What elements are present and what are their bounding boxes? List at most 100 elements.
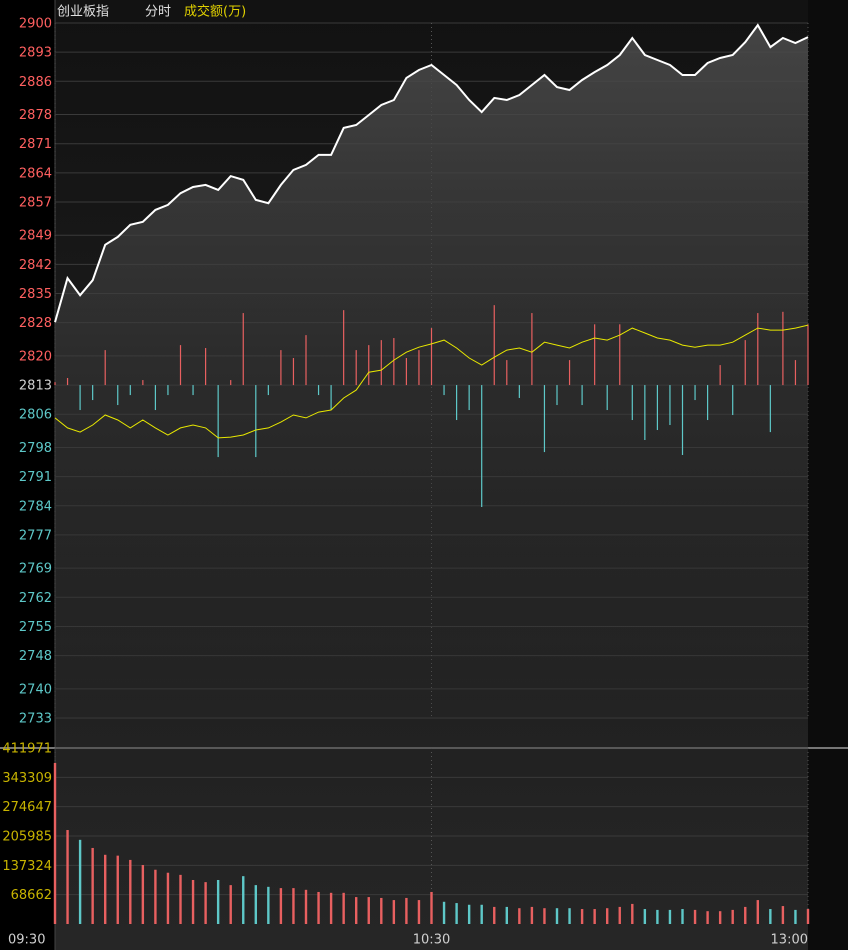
breadth-bar [744,340,746,386]
breadth-bar [380,340,382,386]
view-mode: 分时 [145,5,171,20]
volume-bar [643,909,647,924]
y-tick-label: 2900 [19,17,52,32]
y-tick-label: 274647 [2,800,52,815]
x-tick-label: 09:30 [8,933,45,948]
volume-bar [204,882,207,924]
breadth-bar [732,385,734,416]
y-tick-label: 68662 [11,888,52,903]
volume-bar [518,908,521,924]
breadth-bar [606,385,608,411]
breadth-bar [757,313,759,386]
volume-bar [329,892,333,924]
volume-bar [355,897,358,924]
volume-bar [580,909,584,924]
y-tick-label: 2857 [19,195,52,210]
y-tick-label: 2740 [19,682,52,697]
breadth-bar [142,380,144,386]
volume-bar [104,854,107,924]
volume-bar [78,839,82,924]
volume-bar [380,897,383,924]
volume-bar [505,906,508,924]
breadth-bar [481,385,483,508]
volume-bar [154,869,157,924]
volume-bar [744,906,747,924]
breadth-bar [581,385,583,406]
volume-bar [794,909,797,924]
y-tick-label: 2755 [19,620,52,635]
y-tick-label: 2886 [19,75,52,90]
breadth-bar [769,385,771,433]
breadth-bar [230,380,232,386]
volume-bar [756,900,759,924]
breadth-bar [129,385,131,396]
breadth-bar [707,385,709,421]
breadth-bar [568,360,571,386]
breadth-bar [694,385,696,401]
volume-bar [392,900,396,924]
volume-bar [706,911,709,924]
breadth-bar [343,310,345,386]
volume-bar [493,906,496,924]
volume-bar [91,847,94,924]
volume-bar [568,908,571,924]
volume-bar [543,908,546,924]
breadth-bar [167,385,169,396]
breadth-bar [631,385,633,421]
breadth-bar [242,313,244,386]
volume-bar [455,903,458,924]
breadth-bar [543,385,546,453]
volume-bar [781,906,785,924]
volume-bar [367,897,370,924]
breadth-bar [393,338,395,386]
volume-bar [66,830,69,924]
breadth-bar [619,324,621,386]
breadth-bar [506,360,508,386]
volume-bar [317,891,320,924]
y-tick-label: 2835 [19,287,52,302]
y-tick-label: 2733 [19,712,52,727]
breadth-bar [456,385,458,421]
breadth-bar [418,350,420,386]
volume-bar [304,889,308,924]
y-tick-label: 2769 [19,562,52,577]
volume-bar [191,879,195,924]
volume-bar [179,874,182,924]
y-tick-label: 2798 [19,441,52,456]
breadth-bar [794,360,797,386]
right-strip [808,0,848,950]
breadth-bar [217,385,219,458]
volume-bar [606,908,609,924]
volume-bar [693,909,697,924]
y-tick-label: 2828 [19,316,52,331]
breadth-bar [66,377,69,386]
breadth-bar [531,313,533,386]
y-tick-label: 2893 [19,46,52,61]
breadth-bar [192,385,194,396]
volume-bar [656,909,659,924]
y-tick-label: 2864 [19,166,52,181]
y-tick-label: 2849 [19,229,52,244]
y-tick-label: 2813 [19,379,52,394]
breadth-bar [669,385,671,426]
volume-bar [216,879,220,924]
y-tick-label: 2777 [19,528,52,543]
breadth-bar [644,385,646,440]
breadth-bar [154,385,156,411]
volume-bar [530,906,534,924]
breadth-bar [594,324,596,386]
volume-bar [141,865,145,924]
breadth-bar [518,385,520,398]
volume-bar [480,904,483,924]
y-tick-label: 343309 [2,771,52,786]
breadth-bar [807,324,809,386]
breadth-bar [656,385,658,431]
breadth-bar [317,385,320,396]
x-tick-label: 13:00 [771,933,808,948]
volume-bar [292,888,295,924]
x-tick-label: 10:30 [413,933,450,948]
volume-bar [254,885,257,924]
volume-bar [342,892,345,924]
breadth-bar [368,345,370,386]
